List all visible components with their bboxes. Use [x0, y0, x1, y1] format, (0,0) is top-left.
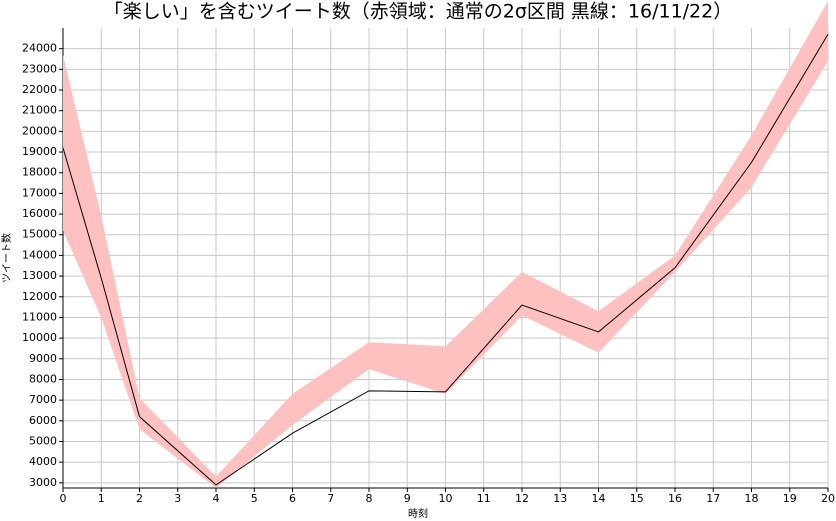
x-tick-label: 12 — [515, 492, 529, 505]
y-tick-label: 18000 — [22, 166, 57, 179]
plot-area: 3000400050006000700080009000100001100012… — [22, 1, 835, 505]
band — [63, 1, 828, 488]
y-tick-label: 23000 — [22, 62, 57, 75]
x-tick-label: 11 — [477, 492, 491, 505]
y-tick-label: 5000 — [29, 434, 57, 447]
x-tick-label: 18 — [745, 492, 759, 505]
x-tick-label: 15 — [630, 492, 644, 505]
x-tick-label: 8 — [366, 492, 373, 505]
x-tick-label: 1 — [98, 492, 105, 505]
y-tick-label: 6000 — [29, 414, 57, 427]
y-tick-label: 9000 — [29, 352, 57, 365]
y-tick-label: 7000 — [29, 393, 57, 406]
x-tick-label: 4 — [213, 492, 220, 505]
x-tick-label: 7 — [327, 492, 334, 505]
x-axis-label: 時刻 — [408, 507, 428, 520]
y-tick-label: 4000 — [29, 455, 57, 468]
y-tick-label: 17000 — [22, 186, 57, 199]
y-tick-label: 12000 — [22, 290, 57, 303]
y-tick-label: 15000 — [22, 228, 57, 241]
x-tick-label: 17 — [706, 492, 720, 505]
line — [62, 33, 829, 486]
y-tick-label: 13000 — [22, 269, 57, 282]
y-tick-label: 21000 — [22, 104, 57, 117]
x-tick-label: 9 — [404, 492, 411, 505]
chart-title: 「楽しい」を含むツイート数（赤領域：通常の2σ区間 黒線：16/11/22） — [104, 1, 733, 23]
x-tick-label: 13 — [553, 492, 567, 505]
y-tick-label: 11000 — [22, 310, 57, 323]
y-tick-label: 10000 — [22, 331, 57, 344]
x-tick-label: 3 — [174, 492, 181, 505]
x-tick-label: 2 — [136, 492, 143, 505]
y-tick-label: 8000 — [29, 372, 57, 385]
x-tick-label: 6 — [289, 492, 296, 505]
y-tick-label: 24000 — [22, 42, 57, 55]
x-tick-label: 5 — [251, 492, 258, 505]
x-tick-label: 14 — [592, 492, 606, 505]
x-tick-label: 16 — [668, 492, 682, 505]
y-tick-label: 22000 — [22, 83, 57, 96]
x-tick-label: 19 — [783, 492, 797, 505]
y-axis-label: ツイート数 — [0, 233, 13, 283]
y-tick-label: 19000 — [22, 145, 57, 158]
y-tick-label: 14000 — [22, 248, 57, 261]
y-tick-label: 20000 — [22, 124, 57, 137]
y-tick-label: 3000 — [29, 476, 57, 489]
y-tick-label: 16000 — [22, 207, 57, 220]
x-tick-label: 20 — [821, 492, 835, 505]
x-tick-label: 0 — [60, 492, 67, 505]
x-tick-label: 10 — [439, 492, 453, 505]
